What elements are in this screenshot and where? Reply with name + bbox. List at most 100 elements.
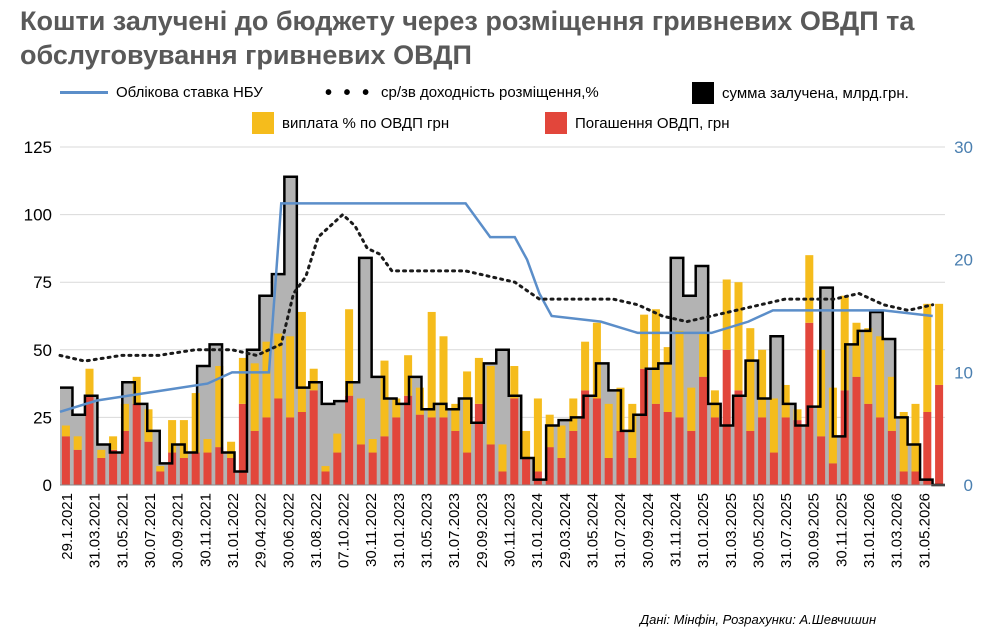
bar-interest: [498, 444, 507, 472]
x-tick-label: 31.07.2023: [446, 493, 463, 568]
bar-interest: [640, 314, 649, 369]
bar-interest: [427, 311, 436, 418]
bar-interest: [191, 393, 200, 453]
bar-interest: [840, 295, 849, 391]
bar-interest: [392, 398, 401, 418]
bar-interest: [227, 441, 236, 458]
bar-repay: [581, 390, 590, 485]
bar-interest: [510, 366, 519, 399]
bar-repay: [274, 398, 283, 485]
bar-repay: [911, 471, 920, 485]
bar-repay: [628, 457, 637, 485]
bar-repay: [380, 436, 389, 485]
bar-interest: [168, 420, 177, 453]
bar-interest: [687, 387, 696, 431]
bar-repay: [498, 471, 507, 485]
bar-repay: [651, 403, 660, 485]
bar-interest: [321, 466, 330, 472]
bar-repay: [899, 471, 908, 485]
bar-repay: [404, 395, 413, 485]
bar-interest: [463, 371, 472, 453]
y2-tick-label: 10: [954, 363, 973, 382]
x-tick-label: 30.06.2022: [280, 493, 297, 568]
x-tick-label: 29.09.2023: [474, 493, 491, 568]
bar-interest: [215, 366, 224, 448]
bar-repay: [356, 444, 365, 485]
bar-repay: [439, 417, 448, 485]
bar-repay: [297, 411, 306, 485]
bar-repay: [817, 436, 826, 485]
x-tick-label: 31.07.2024: [612, 493, 629, 568]
x-tick-label: 31.05.2026: [916, 493, 933, 568]
bar-repay: [687, 430, 696, 485]
bar-interest: [179, 420, 188, 458]
bar-interest: [923, 303, 932, 412]
bar-interest: [935, 303, 944, 385]
bar-repay: [710, 417, 719, 485]
bar-repay: [604, 457, 613, 485]
bar-repay: [923, 411, 932, 485]
bar-interest: [474, 357, 483, 404]
y-tick-label: 25: [33, 408, 52, 427]
bar-repay: [451, 430, 460, 485]
legend-label-nbu: Облікова ставка НБУ: [116, 84, 263, 101]
x-tick-label: 07.10.2022: [336, 493, 353, 568]
bar-interest: [73, 436, 82, 450]
y2-tick-label: 0: [964, 476, 973, 495]
bar-interest: [333, 433, 342, 453]
x-tick-label: 30.11.2022: [363, 493, 380, 567]
bar-repay: [120, 430, 129, 485]
bar-repay: [179, 457, 188, 485]
x-tick-label: 30.09.2025: [806, 493, 823, 568]
chart-title: Кошти залучені до бюджету через розміщен…: [20, 6, 915, 70]
bar-repay: [191, 452, 200, 485]
x-tick-label: 31.01.2025: [695, 493, 712, 568]
x-tick-label: 29.04.2022: [253, 493, 270, 568]
bar-interest: [132, 376, 141, 404]
bar-interest: [109, 436, 118, 450]
y-tick-label: 0: [43, 476, 52, 495]
bar-repay: [864, 403, 873, 485]
bar-repay: [97, 457, 106, 485]
nbu-rate-line: [59, 202, 933, 413]
bar-repay: [699, 376, 708, 485]
bar-repay: [156, 471, 165, 485]
bar-interest: [746, 328, 755, 431]
bar-interest: [592, 322, 601, 399]
bar-interest: [61, 425, 70, 437]
bar-interest: [250, 363, 259, 431]
bar-repay: [427, 417, 436, 485]
x-tick-label: 31.03.2026: [889, 493, 906, 568]
x-tick-label: 30.11.2021: [197, 493, 214, 567]
bar-repay: [215, 447, 224, 485]
bar-interest: [864, 328, 873, 404]
bar-repay: [333, 452, 342, 485]
legend-item-sum: сумма залучена, млрд.грн.: [692, 82, 909, 104]
y-tick-label: 50: [33, 341, 52, 360]
bar-interest: [97, 449, 106, 458]
bar-repay: [935, 384, 944, 485]
bar-repay: [321, 471, 330, 485]
bar-repay: [522, 457, 531, 485]
bar-interest: [486, 366, 495, 445]
legend-swatch-interest: [252, 112, 274, 134]
bar-interest: [345, 309, 354, 396]
legend-item-repay: Погашення ОВДП, грн: [545, 112, 730, 134]
x-tick-label: 31.01.2026: [861, 493, 878, 568]
x-tick-label: 31.03.2025: [723, 493, 740, 568]
bar-repay: [109, 449, 118, 485]
legend-item-interest: виплата % по ОВДП грн: [252, 112, 449, 134]
bar-interest: [451, 403, 460, 431]
bar-interest: [557, 425, 566, 458]
legend-swatch-nbu: [60, 91, 108, 94]
bar-repay: [545, 447, 554, 485]
y-tick-label: 75: [33, 273, 52, 292]
bar-interest: [203, 439, 212, 453]
bar-repay: [840, 390, 849, 485]
bar-interest: [734, 282, 743, 391]
bar-repay: [203, 452, 212, 485]
x-tick-label: 31.11.2024: [667, 493, 684, 567]
bar-repay: [85, 395, 94, 485]
chart-source-note: Дані: Мінфін, Розрахунки: А.Шевчишин: [640, 612, 877, 627]
